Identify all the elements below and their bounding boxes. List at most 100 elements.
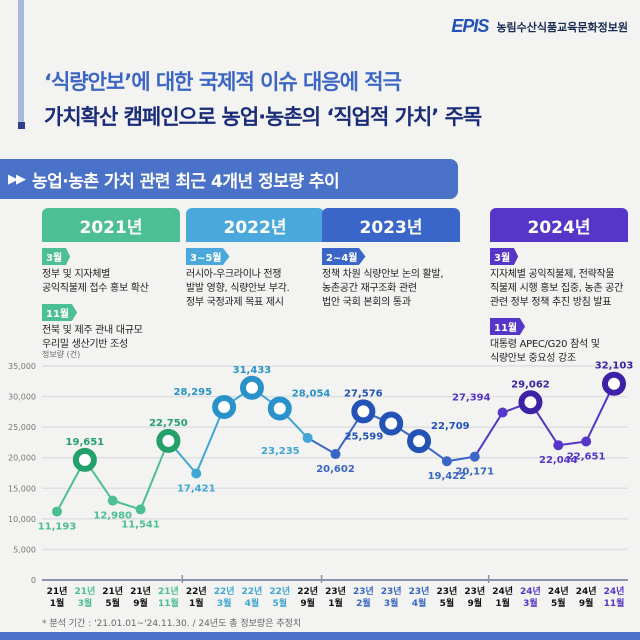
x-tick-label: 5월 [440, 597, 455, 609]
event-text: 정책 차원 식량안보 논의 활발, 농촌공간 재구조화 관련 법안 국회 본회의… [322, 269, 444, 308]
data-label: 27,576 [344, 388, 383, 399]
decorative-bar [18, 0, 24, 122]
year-events: 3월 지자체별 공익직불제, 전략작물 직불제 시행 홍보 집중, 농촌 공간 관… [490, 246, 630, 372]
series-segment [473, 411, 504, 458]
event-text: 대통령 APEC/G20 참석 및 식량안보 중요성 강조 [490, 339, 600, 364]
event-text: 전북 및 제주 관내 대규모 우리밀 생산기반 조성 [42, 325, 143, 350]
x-tick-label: 9월 [300, 597, 315, 609]
data-point [107, 495, 118, 506]
line-chart: 정보량 (건) 0 5,000 10,000 15,000 20,000 25,000 30,… [8, 349, 633, 609]
month-tag: 3월 [42, 248, 71, 265]
org-name: 농림수산식품교육문화정보원 [496, 20, 628, 34]
x-tick-label: 22년 [214, 585, 235, 597]
data-label: 22,044 [539, 455, 578, 466]
data-label: 29,062 [511, 379, 550, 390]
x-tick-label: 23년 [464, 585, 485, 597]
x-tick-label: 23년 [436, 585, 457, 597]
section-title: 농업·농촌 가치 관련 최근 4개년 정보량 추이 [32, 171, 340, 192]
x-tick-label: 1월 [50, 597, 65, 609]
year-header: 2022년 [186, 208, 324, 242]
section-header: ▶▶ 농업·농촌 가치 관련 최근 4개년 정보량 추이 [0, 159, 458, 199]
data-label: 20,602 [316, 464, 355, 475]
y-tick-label: 25,000 [8, 423, 36, 432]
data-label: 17,421 [177, 483, 216, 494]
x-tick-label: 1월 [189, 597, 204, 609]
highlight-point [212, 394, 237, 419]
x-tick-label: 24년 [604, 585, 625, 597]
series-segment [307, 437, 337, 455]
y-tick-label: 15,000 [8, 484, 36, 493]
data-point [135, 504, 146, 515]
data-label: 23,235 [261, 446, 300, 457]
year-events: 2~4월 정책 차원 식량안보 논의 활발, 농촌공간 재구조화 관련 법안 국회… [322, 246, 462, 316]
highlight-point [351, 399, 376, 424]
x-tick-label: 1월 [495, 597, 510, 609]
year-header: 2023년 [322, 208, 460, 242]
x-tick-label: 5월 [273, 597, 288, 609]
x-tick-label: 21년 [102, 585, 123, 597]
x-tick-label: 5월 [105, 597, 120, 609]
month-tag: 11월 [42, 304, 78, 321]
x-tick-label: 23년 [325, 585, 346, 597]
x-tick-label: 11월 [158, 597, 179, 609]
x-tick-label: 11월 [604, 597, 625, 609]
y-tick-label: 30,000 [8, 393, 36, 402]
data-label: 11,541 [121, 519, 160, 530]
year-header: 2024년 [490, 208, 628, 242]
x-tick-label: 23년 [409, 585, 430, 597]
highlight-point [518, 390, 543, 415]
data-label: 28,295 [174, 387, 213, 398]
data-label: 19,422 [428, 471, 467, 482]
logo: EPIS 농림수산식품교육문화정보원 [451, 16, 628, 37]
data-point [441, 456, 452, 467]
month-tag: 3~5월 [186, 248, 230, 265]
x-tick-label: 1월 [328, 597, 343, 609]
data-label: 22,651 [567, 452, 606, 463]
x-tick-label: 9월 [467, 597, 482, 609]
highlight-point [602, 371, 626, 396]
x-tick-label: 4월 [412, 597, 427, 609]
x-tick-label: 21년 [158, 585, 179, 597]
event-text: 러시아-우크라이나 전쟁 발발 영향, 식량안보 부각. 정부 국정과제 목표 … [186, 269, 290, 308]
series-segment [139, 440, 170, 510]
footnote: * 분석 기간 : '21.01.01~'24.11.30. / 24년도 총 … [42, 619, 302, 629]
x-tick-label: 23년 [381, 585, 402, 597]
data-label: 19,651 [66, 437, 105, 448]
data-label: 25,599 [345, 431, 384, 442]
y-tick-label: 5,000 [13, 545, 36, 554]
y-tick-label: 35,000 [8, 362, 36, 371]
highlight-point [407, 429, 432, 454]
data-label: 22,750 [149, 418, 188, 429]
y-tick-label: 20,000 [8, 454, 36, 463]
data-point [553, 440, 564, 451]
data-point [497, 407, 508, 418]
data-label: 22,709 [431, 421, 470, 432]
highlight-point [379, 411, 404, 436]
x-tick-label: 4월 [245, 597, 260, 609]
year-header: 2021년 [42, 208, 180, 242]
event-text: 지자체별 공익직불제, 전략작물 직불제 시행 홍보 집중, 농촌 공간 관련 … [490, 269, 623, 308]
x-tick-label: 3월 [384, 597, 399, 609]
data-label: 12,980 [93, 511, 132, 522]
x-tick-label: 22년 [186, 585, 207, 597]
x-tick-label: 21년 [47, 585, 68, 597]
data-point [330, 449, 341, 460]
month-tag: 11월 [490, 318, 526, 335]
logo-mark: EPIS [451, 16, 489, 36]
x-tick-label: 21년 [74, 585, 95, 597]
data-label: 27,394 [452, 393, 491, 404]
data-point [581, 436, 592, 447]
y-axis-label: 정보량 (건) [42, 349, 80, 359]
data-label: 11,193 [38, 522, 77, 533]
x-tick-label: 9월 [579, 597, 594, 609]
highlight-point [267, 396, 292, 421]
y-tick-label: 0 [31, 576, 36, 585]
data-point [191, 468, 202, 479]
x-tick-label: 3월 [523, 597, 538, 609]
x-tick-label: 3월 [78, 597, 93, 609]
x-tick-label: 24년 [548, 585, 569, 597]
x-tick-label: 24년 [576, 585, 597, 597]
series-segment [195, 406, 226, 474]
double-play-icon: ▶▶ [8, 171, 26, 187]
